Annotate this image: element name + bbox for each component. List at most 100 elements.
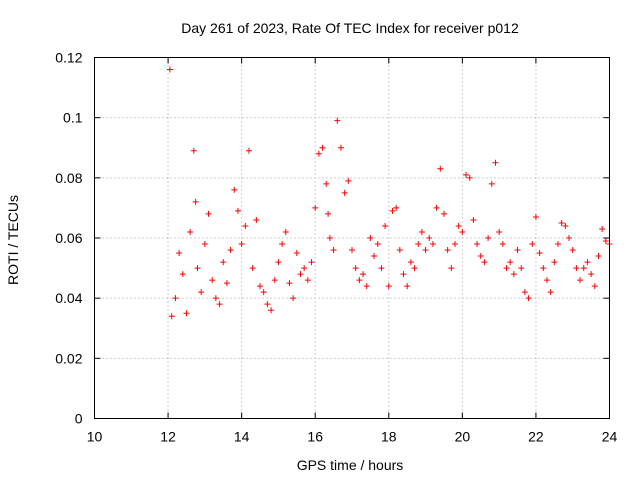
data-point [279, 241, 286, 248]
data-point [415, 241, 422, 248]
data-point [227, 247, 234, 254]
x-tick-label: 24 [602, 429, 618, 445]
data-point [371, 253, 378, 260]
data-point [400, 271, 407, 278]
data-point [238, 241, 245, 248]
y-axis-label: ROTI / TECUs [5, 195, 21, 285]
data-point [264, 301, 271, 308]
data-point [275, 259, 282, 266]
data-point [323, 180, 330, 187]
data-point [518, 265, 525, 272]
y-tick-label: 0.02 [55, 350, 82, 366]
data-point [569, 247, 576, 254]
data-point [562, 222, 569, 229]
data-point [510, 271, 517, 278]
data-point [404, 283, 411, 290]
data-point [584, 259, 591, 266]
data-point [367, 235, 374, 241]
data-point [532, 213, 539, 220]
data-point [179, 271, 186, 278]
data-point [374, 241, 381, 248]
data-point [176, 250, 183, 257]
data-point [268, 307, 275, 314]
data-point [223, 280, 230, 287]
y-tick-label: 0.04 [55, 290, 82, 306]
data-point [325, 210, 332, 217]
data-point [440, 210, 447, 217]
x-tick-label: 20 [455, 429, 471, 445]
data-point [429, 241, 436, 248]
data-point [271, 277, 278, 284]
data-point [168, 313, 175, 320]
data-point [496, 228, 503, 235]
data-point [172, 295, 179, 302]
data-point [481, 259, 488, 266]
data-point [525, 295, 532, 302]
data-point [234, 207, 241, 214]
data-point [378, 265, 385, 272]
data-point [540, 265, 547, 272]
x-tick-label: 18 [381, 429, 397, 445]
data-point [187, 228, 194, 235]
data-point [345, 177, 352, 184]
data-point [297, 271, 304, 278]
data-point [194, 265, 201, 272]
data-point [201, 241, 208, 248]
x-tick-label: 16 [307, 429, 323, 445]
data-point [220, 259, 227, 266]
data-point [551, 259, 558, 266]
data-point [334, 117, 341, 124]
data-point [349, 247, 355, 254]
data-point [492, 159, 499, 166]
data-point [216, 301, 223, 308]
x-tick-label: 12 [160, 429, 176, 445]
data-point [514, 247, 521, 254]
data-point [407, 259, 414, 266]
data-point [198, 289, 205, 296]
data-point [315, 150, 322, 157]
data-point [382, 222, 389, 229]
data-point [555, 241, 561, 248]
data-point [591, 283, 598, 290]
data-point [602, 238, 609, 245]
x-tick-label: 22 [528, 429, 544, 445]
data-point [588, 271, 595, 278]
y-tick-label: 0.1 [63, 110, 83, 126]
data-point [363, 283, 370, 290]
data-point [326, 235, 333, 241]
data-point [205, 210, 212, 217]
data-point [304, 277, 311, 284]
data-point [418, 228, 425, 235]
data-point [396, 247, 403, 254]
data-point [580, 265, 587, 272]
data-point [426, 235, 433, 241]
data-point [411, 265, 418, 272]
data-point [459, 228, 466, 235]
y-tick-label: 0.12 [55, 50, 82, 66]
data-point [422, 247, 429, 254]
data-point [488, 180, 495, 187]
data-point [485, 235, 492, 241]
data-point [282, 228, 289, 235]
data-point [437, 165, 444, 172]
data-point [521, 289, 528, 296]
data-point [209, 277, 216, 284]
data-point [356, 277, 363, 284]
data-point [293, 250, 300, 257]
plot-frame [94, 57, 610, 419]
data-point [231, 186, 238, 193]
data-point [558, 219, 565, 226]
x-tick-label: 10 [87, 429, 103, 445]
y-tick-label: 0.08 [55, 170, 82, 186]
data-point [337, 144, 344, 151]
data-point [444, 247, 451, 254]
data-point [499, 241, 506, 248]
data-point [308, 259, 315, 266]
data-point [253, 216, 260, 223]
data-point [242, 222, 249, 229]
data-point [246, 147, 252, 154]
axis-ticks: 10 12 14 16 18 20 22 24 0 0.02 0.04 0.06 0.08 0.1 0.12 [55, 50, 617, 445]
grid-lines [94, 57, 610, 419]
data-point [543, 277, 550, 284]
